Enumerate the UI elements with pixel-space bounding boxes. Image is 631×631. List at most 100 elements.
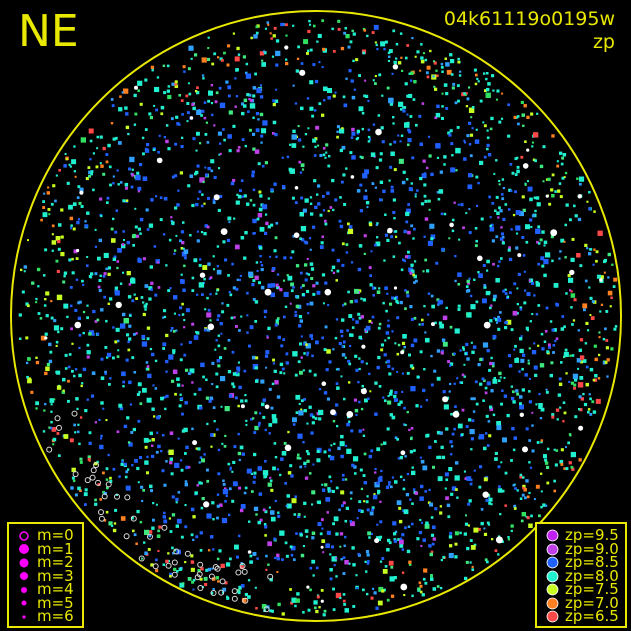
star [466, 97, 470, 101]
star [102, 275, 106, 278]
star [76, 407, 79, 410]
star [380, 469, 383, 473]
star [55, 344, 58, 347]
star [118, 107, 123, 112]
star [235, 200, 240, 205]
star [304, 529, 309, 533]
star [390, 185, 394, 189]
star [605, 310, 609, 313]
star [253, 475, 257, 479]
star [274, 556, 277, 560]
star [292, 84, 295, 87]
star [583, 402, 588, 407]
star [540, 490, 543, 493]
star [283, 442, 287, 445]
star [232, 481, 238, 487]
magnitude-legend-label: m=6 [37, 607, 74, 626]
star [300, 335, 303, 338]
star [367, 560, 370, 563]
star [411, 466, 414, 469]
star [404, 307, 407, 310]
star [183, 70, 186, 73]
star [165, 333, 169, 338]
star [201, 74, 205, 77]
star [524, 140, 527, 143]
star [579, 338, 584, 342]
star [587, 408, 591, 411]
star [207, 166, 211, 171]
star [91, 333, 95, 336]
star [226, 595, 229, 598]
star [244, 593, 248, 597]
star [354, 408, 359, 413]
star [128, 442, 133, 447]
magnitude-legend: m=0 m=1 m=2 m=3 m=4 m=5 m=6 [7, 522, 84, 628]
star [498, 120, 502, 124]
star [584, 243, 588, 247]
star [94, 421, 97, 424]
star [322, 551, 325, 554]
star [127, 340, 130, 344]
star [444, 487, 447, 490]
star [229, 293, 233, 297]
star [401, 69, 404, 72]
star [468, 418, 472, 422]
star [206, 479, 210, 483]
star [604, 327, 607, 331]
star [82, 331, 85, 335]
star [356, 517, 359, 520]
star [607, 290, 613, 296]
star [396, 370, 399, 373]
star [246, 468, 252, 474]
star [71, 369, 74, 373]
star [569, 434, 572, 437]
star [527, 359, 530, 362]
star [105, 467, 109, 471]
star [155, 450, 159, 454]
star [123, 239, 125, 241]
star [107, 266, 111, 270]
star [322, 195, 325, 198]
star [240, 236, 245, 240]
star [145, 302, 148, 306]
star [360, 156, 364, 159]
star [499, 376, 502, 379]
star [401, 571, 405, 574]
star [111, 238, 116, 243]
star [354, 288, 359, 294]
star [148, 223, 154, 228]
star [473, 469, 476, 472]
star [374, 82, 377, 85]
star [557, 189, 561, 193]
star [523, 301, 527, 305]
star [512, 390, 515, 394]
star [398, 506, 402, 510]
star [252, 279, 256, 283]
star [296, 456, 300, 460]
star [510, 328, 514, 332]
star [408, 353, 411, 357]
star [70, 224, 73, 227]
star [386, 359, 390, 364]
star [589, 397, 592, 401]
star [369, 283, 373, 287]
star [436, 430, 441, 435]
star [506, 319, 512, 325]
unmatched-star [84, 477, 91, 484]
star [376, 290, 381, 294]
star [376, 365, 380, 370]
zeropoint-color-icon [545, 597, 559, 610]
star [232, 286, 236, 290]
star [453, 352, 456, 355]
star [189, 234, 192, 237]
star [167, 94, 172, 100]
bright-star [483, 321, 491, 329]
star [249, 103, 256, 109]
star [292, 235, 295, 238]
star [535, 403, 538, 406]
star [79, 416, 83, 419]
unmatched-star [72, 471, 79, 478]
star [490, 223, 494, 227]
star [183, 353, 187, 357]
star [343, 603, 346, 606]
